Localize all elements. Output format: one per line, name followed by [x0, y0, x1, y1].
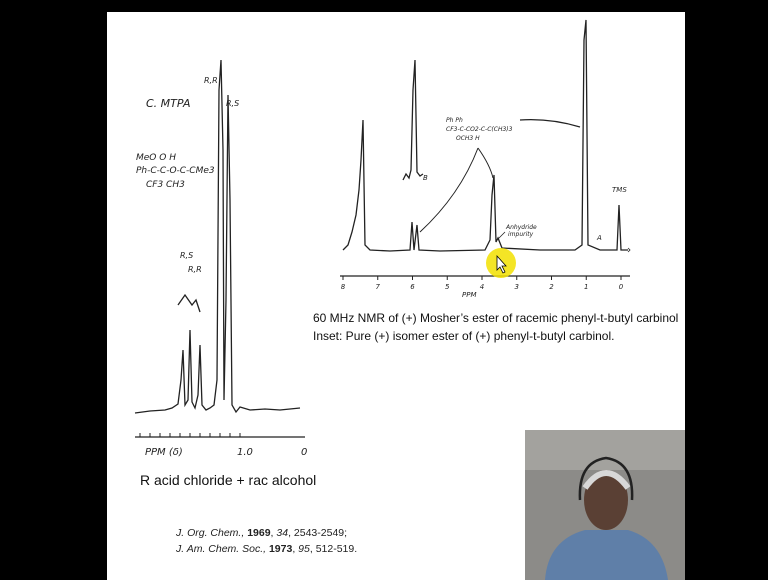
axis-tick-label: 0 [301, 447, 307, 458]
citation-part: J. Org. Chem., [175, 527, 247, 539]
axis-label: PPM (δ) [145, 447, 183, 458]
caption: R acid chloride + rac alcohol [140, 472, 316, 488]
citation-part: 1969 [247, 527, 271, 539]
peak-label: impurity [508, 231, 534, 238]
wall [525, 430, 685, 470]
axis-tick-label: 1 [584, 283, 588, 291]
slide-view: C. MTPA MeO O H Ph-C-C-O-C-CMe3 CF3 CH3 … [0, 0, 768, 580]
axis-tick-label: 5 [445, 283, 450, 291]
caption: Inset: Pure (+) isomer ester of (+) phen… [313, 329, 614, 343]
citation-part: 1973 [269, 543, 293, 555]
axis-tick-label: 4 [480, 283, 484, 291]
structure-line: MeO O H [136, 153, 176, 163]
peak-label: TMS [612, 186, 627, 194]
citation-part: 95 [298, 543, 310, 555]
caption: 60 MHz NMR of (+) Mosher’s ester of race… [313, 311, 678, 325]
axis-label: PPM [462, 291, 476, 299]
peak-label: R,S [226, 99, 239, 108]
structure-line: Ph-C-C-O-C-CMe3 [136, 166, 215, 176]
peak-label: A [596, 234, 602, 242]
structure-line: OCH3 H [456, 135, 480, 142]
structure-line: CF3-C-CO2-C-C(CH3)3 [446, 126, 513, 133]
citation: J. Am. Chem. Soc., 1973, 95, 512-519. [175, 543, 357, 555]
peak-label: R,R [204, 76, 218, 85]
peak-label: Anhydride [505, 224, 537, 231]
screen: C. MTPA MeO O H Ph-C-C-O-C-CMe3 CF3 CH3 … [0, 0, 768, 580]
webcam [525, 430, 685, 580]
citation-part: J. Am. Chem. Soc., [175, 543, 269, 555]
axis-tick-label: 1.0 [237, 447, 253, 458]
peak-label: R,S [180, 251, 193, 260]
axis-tick-label: 2 [549, 283, 554, 291]
spectrum-title: C. MTPA [146, 97, 191, 110]
peak-label: R,R [188, 265, 202, 274]
citation-part: , 512-519. [310, 543, 357, 555]
axis-tick-label: 6 [410, 283, 415, 291]
axis-tick-label: 3 [515, 283, 519, 291]
axis-tick-label: 7 [376, 283, 381, 291]
structure-line: CF3 CH3 [146, 180, 185, 190]
citation-part: 34 [276, 527, 288, 539]
citation: J. Org. Chem., 1969, 34, 2543-2549; [175, 527, 347, 539]
citation-part: , 2543-2549; [288, 527, 347, 539]
structure-line: Ph Ph [446, 117, 463, 124]
axis-tick-label: 0 [619, 283, 624, 291]
peak-label: B [423, 174, 428, 182]
axis-tick-label: 8 [341, 283, 346, 291]
